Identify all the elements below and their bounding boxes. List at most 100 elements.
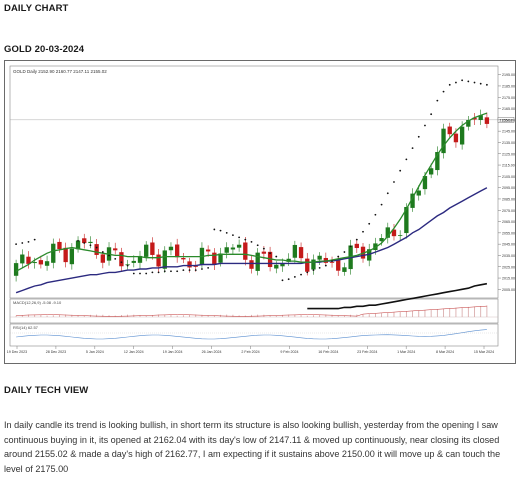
psar-dot [461, 79, 464, 82]
y-tick-label: 2075.00 [502, 209, 515, 213]
psar-dot [473, 81, 476, 84]
candle-body [20, 254, 25, 264]
y-tick-label: 2085.00 [502, 197, 515, 201]
psar-dot [21, 242, 24, 244]
x-tick-label: 12 Jan 2024 [124, 350, 144, 354]
indicator-signal-line [16, 305, 487, 317]
price-panel [9, 65, 499, 299]
candle-body [249, 260, 254, 269]
candle-body [243, 242, 248, 260]
y-tick-label: 2045.00 [502, 243, 515, 247]
psar-dot [114, 257, 117, 260]
psar-dot [411, 147, 414, 149]
psar-dot [126, 264, 129, 267]
psar-dot [324, 264, 327, 267]
psar-dot [232, 234, 234, 237]
psar-dot [139, 272, 141, 275]
psar-dot [424, 124, 426, 127]
candle-body [44, 261, 50, 266]
candle-body [88, 241, 93, 244]
psar-dot [430, 113, 433, 116]
candle-body [69, 248, 75, 265]
indicator-panel-2 [9, 323, 499, 347]
psar-dot [262, 247, 265, 250]
y-tick-label: 2035.00 [502, 254, 515, 258]
candle-body [286, 258, 291, 262]
candle-body [26, 256, 31, 264]
candle-body [292, 244, 298, 258]
candle-body [466, 120, 471, 127]
psar-dot [275, 255, 278, 258]
candle-body [181, 258, 186, 260]
y-tick-label: 2195.00 [502, 73, 515, 77]
indicator-panel [9, 298, 499, 324]
x-tick-label: 23 Feb 2024 [357, 350, 377, 354]
psar-dot [225, 231, 228, 234]
y-tick-label: 2145.00 [502, 130, 515, 134]
psar-dot [300, 273, 302, 276]
heading-symbol-date: GOLD 20-03-2024 [4, 44, 85, 55]
psar-dot [393, 181, 395, 183]
candle-body [63, 247, 68, 263]
y-tick-label: 2005.00 [502, 288, 515, 292]
psar-dot [442, 90, 445, 93]
y-tick-label: 2025.00 [502, 265, 515, 269]
candle-body [459, 126, 465, 145]
candle-body [75, 240, 81, 250]
candle-body [354, 243, 359, 249]
candle-body [478, 115, 483, 121]
psar-dot [386, 192, 389, 195]
candle-body [57, 241, 62, 249]
candle-body [13, 263, 19, 276]
candle-body [82, 238, 87, 244]
green-moving-average-line [15, 112, 488, 272]
candle-body [119, 252, 124, 267]
psar-dot [436, 99, 439, 102]
psar-dot [207, 266, 210, 269]
candle-body [168, 246, 174, 251]
psar-dot [337, 255, 340, 258]
psar-dot [157, 271, 160, 274]
candle-body [329, 262, 335, 263]
candle-body [51, 243, 56, 263]
candle-body [428, 168, 434, 175]
instrument-label: GOLD Daily 2152.90 2160.77 2147.11 2155.… [13, 69, 107, 74]
psar-dot [399, 169, 402, 172]
y-tick-label: 2125.00 [502, 152, 515, 156]
candle-body [484, 117, 490, 124]
psar-dot [120, 261, 123, 264]
black-moving-average-line [307, 282, 488, 310]
y-tick-label: 2105.00 [502, 175, 515, 179]
candle-body [391, 229, 397, 237]
candle-body [156, 254, 161, 267]
candle-body [447, 126, 452, 135]
heading-daily-chart: DAILY CHART [4, 3, 69, 14]
x-tick-label: 8 Mar 2024 [436, 350, 454, 354]
psar-dot [188, 269, 191, 272]
x-tick-label: 2 Feb 2024 [241, 350, 259, 354]
indicator-label: MACD(12,26,9) -5.08 -9.10 [13, 300, 62, 305]
y-tick-label: 2175.00 [502, 96, 515, 100]
y-tick-label: 2055.00 [502, 231, 515, 235]
psar-dot [318, 266, 321, 269]
psar-dot [448, 83, 451, 86]
psar-dot [101, 251, 104, 253]
psar-dot [343, 251, 346, 253]
psar-dot [349, 245, 352, 248]
psar-dot [405, 158, 408, 161]
psar-dot [486, 83, 488, 86]
candle-body [422, 176, 428, 190]
candle-body [162, 250, 167, 269]
current-price-label: 2155.02 [500, 118, 513, 122]
y-tick-label: 2165.00 [502, 107, 515, 111]
y-tick-label: 2135.00 [502, 141, 515, 145]
psar-dot [145, 272, 148, 275]
psar-dot [250, 240, 253, 243]
psar-dot [269, 252, 271, 255]
candle-body [280, 263, 285, 267]
y-tick-label: 2185.00 [502, 84, 515, 88]
x-tick-label: 26 Jan 2024 [202, 350, 222, 354]
psar-dot [83, 242, 86, 244]
psar-dot [479, 82, 482, 85]
candle-body [193, 266, 198, 267]
